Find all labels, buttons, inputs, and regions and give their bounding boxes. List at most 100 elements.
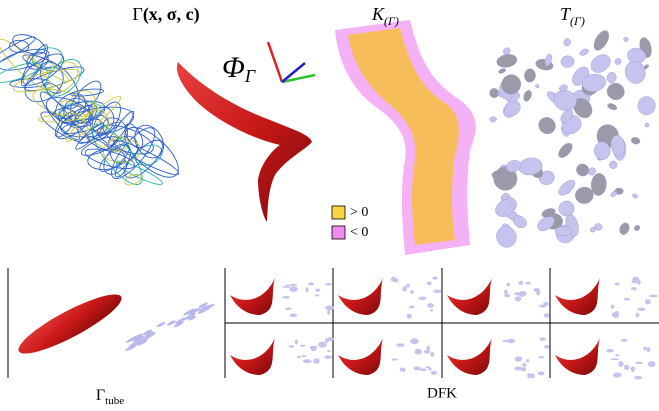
tube-label: Γtube (96, 387, 124, 407)
tube-shape (13, 285, 128, 362)
splat (634, 376, 642, 380)
splat (430, 309, 434, 311)
splat (514, 292, 520, 295)
red-shape (555, 278, 600, 315)
splat (647, 347, 651, 353)
splat (563, 38, 572, 47)
splat (618, 221, 631, 236)
contour (0, 34, 37, 68)
dfk-label: DFK (427, 385, 457, 401)
splat (430, 352, 434, 357)
splat (514, 367, 522, 371)
splat (300, 345, 305, 347)
splat (313, 358, 320, 363)
legend-text: > 0 (350, 205, 368, 220)
red-shape (230, 278, 275, 315)
splat (522, 363, 527, 367)
splat (606, 71, 617, 83)
splat (612, 312, 619, 318)
splat (515, 356, 522, 361)
splat (649, 295, 658, 298)
splat (635, 362, 643, 364)
splat (624, 365, 630, 370)
red-shape (555, 338, 600, 375)
splat (610, 358, 619, 360)
legend-swatch (332, 206, 345, 219)
splat (489, 116, 496, 122)
splat (533, 288, 540, 292)
label-sub: Γ (244, 66, 256, 86)
splat (393, 278, 398, 282)
splat (637, 280, 641, 285)
splat (605, 81, 626, 102)
splat (406, 284, 410, 288)
splat (622, 58, 648, 86)
label-args: (x, σ, c) (143, 4, 200, 25)
splat (535, 84, 540, 89)
splat (282, 296, 290, 299)
label-base: Γ (96, 387, 105, 404)
splat (419, 297, 426, 300)
splat (515, 296, 521, 301)
splat (632, 193, 639, 199)
splat (303, 359, 312, 363)
splat (543, 302, 549, 305)
contour (111, 136, 181, 179)
legend-text: < 0 (350, 225, 368, 240)
label-sub: tube (105, 395, 124, 407)
splat (637, 308, 645, 311)
splat (606, 349, 613, 352)
splat (315, 289, 320, 292)
splat (579, 48, 590, 57)
splat (535, 114, 558, 137)
splat (631, 287, 637, 290)
splat (318, 342, 327, 348)
splat (544, 345, 549, 349)
splat (285, 308, 292, 310)
splat (624, 298, 631, 301)
splat (504, 294, 510, 297)
splat (410, 290, 414, 294)
splat (611, 305, 615, 310)
phi-label: ΦΓ (222, 51, 256, 86)
splat (305, 287, 308, 292)
splat (409, 306, 414, 309)
splat (310, 346, 318, 349)
label-base: Φ (222, 51, 245, 84)
splat (315, 294, 320, 296)
splat (631, 137, 641, 145)
splat (327, 350, 330, 352)
splat (556, 141, 575, 160)
splat (426, 346, 430, 351)
splat (526, 359, 529, 363)
label-base: Γ (132, 4, 142, 24)
splat (424, 350, 431, 354)
contour (9, 78, 50, 88)
splat (608, 159, 619, 170)
legend: > 0< 0 (332, 205, 368, 240)
splat (574, 186, 594, 204)
splat (282, 286, 290, 288)
figure: Γ(x, σ, c) ΦΓ K(Γ) T(Γ) > 0< 0 Γtube DFK (0, 0, 659, 411)
splat (428, 368, 431, 371)
splat (391, 358, 398, 360)
splat (290, 313, 297, 317)
splat (414, 349, 421, 355)
splat (540, 337, 545, 341)
legend-swatch (332, 226, 345, 239)
splat (506, 283, 510, 287)
label-sub: (Γ) (384, 14, 399, 28)
splat (648, 361, 656, 367)
splat (504, 290, 508, 295)
splat (289, 345, 295, 348)
splat (615, 354, 619, 356)
splat (396, 343, 404, 346)
splat (522, 89, 533, 102)
red-shape (447, 338, 492, 375)
splat (525, 282, 530, 285)
splat (402, 368, 406, 372)
splat (432, 276, 438, 279)
splat (327, 310, 330, 315)
splat (498, 68, 507, 75)
splat (493, 223, 519, 250)
